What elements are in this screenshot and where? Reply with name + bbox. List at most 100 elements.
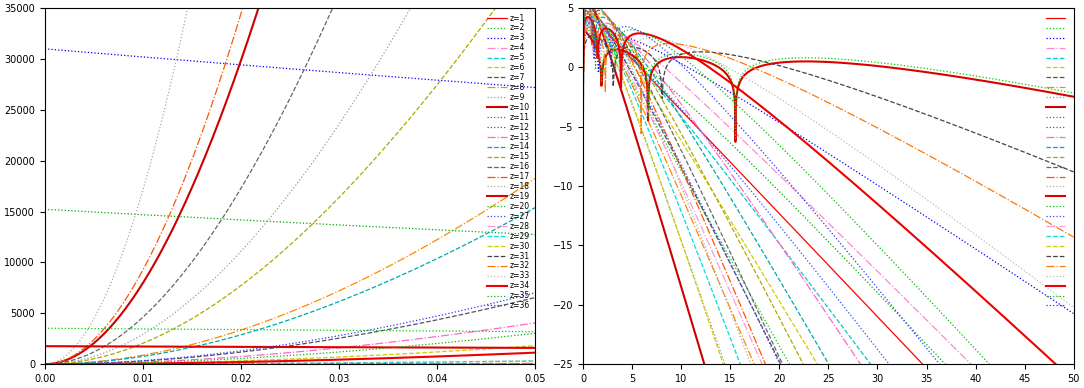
Line: z=16: z=16 xyxy=(583,0,1073,388)
z=32 xyxy=(968,179,981,184)
Line: z=28: z=28 xyxy=(583,18,1073,388)
z=19 xyxy=(1067,94,1080,99)
z=28 xyxy=(529,362,542,366)
z=33 xyxy=(577,75,590,80)
z=32 xyxy=(327,362,340,366)
z=34 xyxy=(581,15,594,19)
z=33 xyxy=(38,362,51,366)
z=17 xyxy=(577,42,590,46)
z=14 xyxy=(577,54,590,59)
z=34 xyxy=(628,32,641,36)
z=17 xyxy=(125,288,138,292)
z=9 xyxy=(38,362,51,366)
z=31 xyxy=(1067,170,1080,174)
z=35 xyxy=(793,163,806,168)
z=18 xyxy=(125,224,138,229)
z=13 xyxy=(775,245,788,250)
z=8 xyxy=(529,176,542,181)
z=16 xyxy=(327,3,340,8)
z=6 xyxy=(577,66,590,71)
z=11 xyxy=(260,219,273,223)
z=20 xyxy=(327,328,340,333)
Line: z=20: z=20 xyxy=(44,328,535,332)
z=31 xyxy=(775,64,788,69)
z=3 xyxy=(627,37,640,42)
z=13 xyxy=(793,271,806,276)
z=19 xyxy=(914,69,927,74)
z=35 xyxy=(914,288,927,293)
z=5 xyxy=(125,362,138,366)
z=6 xyxy=(582,10,595,15)
z=11 xyxy=(914,335,927,340)
Line: z=9: z=9 xyxy=(583,0,1073,388)
Line: z=15: z=15 xyxy=(583,2,1073,388)
z=8 xyxy=(365,272,378,277)
z=20 xyxy=(38,326,51,331)
z=5 xyxy=(327,360,340,365)
z=3 xyxy=(914,210,927,215)
z=36 xyxy=(793,192,806,197)
Line: z=15: z=15 xyxy=(44,0,535,364)
Line: z=1: z=1 xyxy=(583,7,1073,388)
z=29 xyxy=(365,362,378,366)
z=32 xyxy=(408,361,421,366)
Line: z=8: z=8 xyxy=(583,3,1073,388)
Line: z=31: z=31 xyxy=(583,36,1073,172)
z=13 xyxy=(165,359,178,363)
Line: z=2: z=2 xyxy=(583,0,1073,388)
z=35 xyxy=(38,362,51,366)
z=5 xyxy=(577,75,590,80)
z=8 xyxy=(577,54,590,59)
z=31 xyxy=(793,69,806,74)
z=36 xyxy=(125,359,138,364)
z=32 xyxy=(125,362,138,366)
z=19 xyxy=(408,345,421,350)
z=2 xyxy=(792,379,805,384)
z=30 xyxy=(125,362,138,366)
z=5 xyxy=(365,360,378,365)
z=6 xyxy=(327,355,340,360)
z=8 xyxy=(165,347,178,352)
z=32 xyxy=(529,361,542,366)
z=31 xyxy=(914,110,927,114)
z=8 xyxy=(581,1,594,6)
z=10 xyxy=(628,128,641,133)
z=31 xyxy=(125,362,138,366)
z=34 xyxy=(529,350,542,355)
Line: z=16: z=16 xyxy=(44,0,535,364)
z=16 xyxy=(577,45,590,50)
z=16 xyxy=(125,325,138,329)
z=27 xyxy=(408,362,421,366)
z=27 xyxy=(365,362,378,366)
z=20 xyxy=(260,327,273,332)
z=20 xyxy=(125,327,138,331)
z=13 xyxy=(577,62,590,66)
z=7 xyxy=(529,295,542,300)
z=7 xyxy=(365,330,378,335)
z=28 xyxy=(577,135,590,140)
z=36 xyxy=(365,327,378,332)
z=33 xyxy=(327,360,340,365)
z=14 xyxy=(529,205,542,210)
Line: z=14: z=14 xyxy=(44,208,535,364)
z=15 xyxy=(580,0,593,5)
z=32 xyxy=(914,149,927,153)
Line: z=10: z=10 xyxy=(44,0,535,364)
z=29 xyxy=(577,130,590,134)
z=31 xyxy=(38,362,51,366)
z=28 xyxy=(585,16,598,21)
z=32 xyxy=(1067,235,1080,239)
z=3 xyxy=(165,57,178,62)
z=8 xyxy=(628,87,641,91)
z=31 xyxy=(529,362,542,366)
z=3 xyxy=(775,121,788,126)
z=33 xyxy=(408,360,421,364)
z=33 xyxy=(914,192,927,197)
z=17 xyxy=(38,362,51,366)
z=11 xyxy=(408,226,421,231)
z=34 xyxy=(365,356,378,361)
z=31 xyxy=(327,362,340,366)
z=13 xyxy=(581,10,594,14)
z=6 xyxy=(365,353,378,358)
z=30 xyxy=(260,362,273,366)
